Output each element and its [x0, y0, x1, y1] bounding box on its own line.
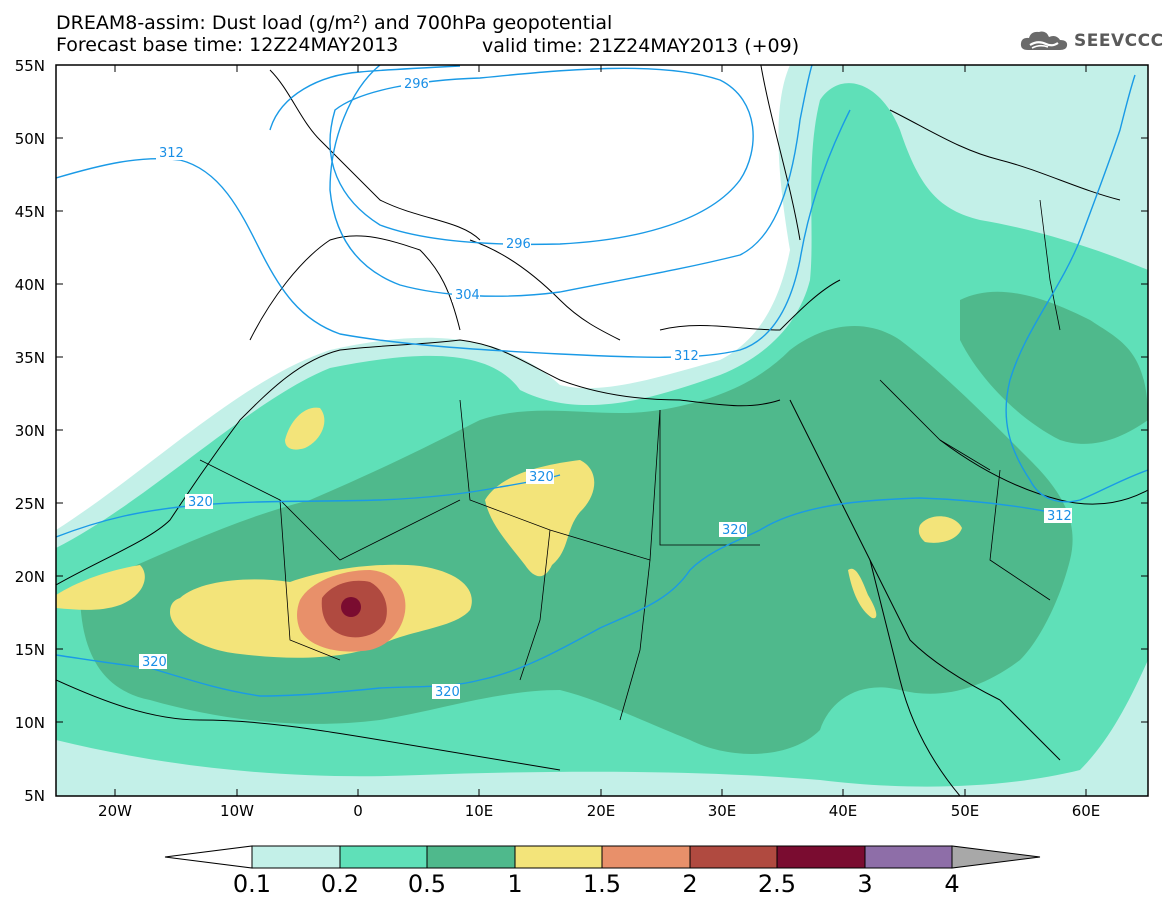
colorbar-label: 4 — [944, 870, 959, 898]
dust-level-1-redsea — [848, 568, 877, 619]
contour-label: 304 — [455, 288, 480, 303]
contour-label: 320 — [435, 685, 460, 700]
colorbar-labels: 0.1 0.2 0.5 1 1.5 2 2.5 3 4 — [233, 870, 960, 898]
colorbar-bin — [426, 845, 516, 869]
contour-label: 320 — [142, 655, 167, 670]
lat-tick-label: 10N — [15, 714, 45, 732]
dust-level-0.5-east — [960, 291, 1148, 444]
colorbar-label: 1 — [507, 870, 522, 898]
forecast-base-time: Forecast base time: 12Z24MAY2013 — [56, 34, 399, 56]
geopotential-contours — [56, 65, 1148, 697]
lat-tick-label: 5N — [24, 787, 45, 805]
contour-320-east — [759, 497, 1061, 531]
lon-tick-labels: 20W 10W 0 10E 20E 30E 40E 50E 60E — [98, 802, 1100, 820]
colorbar-bin — [251, 845, 341, 869]
contour-label: 296 — [404, 77, 429, 92]
lon-tick-label: 50E — [951, 802, 980, 820]
axis-tick-marks — [56, 65, 1148, 796]
colorbar-bin — [339, 845, 428, 869]
contour-label: 312 — [1047, 509, 1072, 524]
lat-tick-labels: 55N 50N 45N 40N 35N 30N 25N 20N 15N 10N … — [15, 57, 45, 805]
colorbar-under-arrow — [164, 845, 253, 869]
lat-tick-label: 20N — [15, 568, 45, 586]
coastlines — [56, 65, 1148, 796]
lon-tick-label: 10E — [465, 802, 494, 820]
contour-label: 296 — [506, 237, 531, 252]
contour-label: 320 — [722, 523, 747, 538]
colorbar-bin — [689, 845, 778, 869]
colorbar-bin — [514, 845, 603, 869]
lat-tick-label: 25N — [15, 495, 45, 513]
lat-tick-label: 30N — [15, 422, 45, 440]
colorbar-over-arrow — [951, 845, 1041, 869]
contour-304 — [269, 65, 813, 297]
contour-label: 320 — [529, 470, 554, 485]
contour-312-west — [56, 109, 851, 358]
dust-level-2.5 — [341, 597, 361, 617]
lat-tick-label: 40N — [15, 276, 45, 294]
colorbar-bin — [864, 845, 953, 869]
colorbar-label: 0.5 — [408, 870, 446, 898]
lon-tick-label: 40E — [829, 802, 858, 820]
lon-tick-label: 0 — [353, 802, 363, 820]
colorbar-label: 2 — [682, 870, 697, 898]
colorbar-label: 0.1 — [233, 870, 271, 898]
lat-tick-label: 35N — [15, 349, 45, 367]
colorbar-label: 2.5 — [758, 870, 796, 898]
colorbar — [164, 845, 1041, 869]
contour-320-main — [56, 474, 561, 538]
dust-level-1-libya — [485, 460, 595, 577]
colorbar-label: 1.5 — [583, 870, 621, 898]
dust-level-1-mali — [56, 565, 145, 610]
seevccc-logo: SEEVCCC — [1018, 28, 1164, 54]
lat-tick-label: 50N — [15, 130, 45, 148]
dust-level-1-algeria — [285, 407, 325, 450]
colorbar-bin — [601, 845, 691, 869]
logo-text: SEEVCCC — [1074, 31, 1164, 51]
colorbar-bin — [776, 845, 866, 869]
lat-tick-label: 45N — [15, 203, 45, 221]
valid-time: valid time: 21Z24MAY2013 (+09) — [482, 35, 800, 57]
cloud-icon — [1020, 31, 1068, 50]
dust-level-1-arabia — [918, 516, 962, 543]
map-title: DREAM8-assim: Dust load (g/m²) and 700hP… — [56, 12, 613, 34]
lon-tick-label: 20W — [98, 802, 132, 820]
contour-labels: 296 296 304 312 312 312 320 320 320 320 … — [139, 76, 1072, 700]
lon-tick-label: 20E — [587, 802, 616, 820]
colorbar-label: 0.2 — [321, 870, 359, 898]
contour-label: 312 — [674, 349, 699, 364]
colorbar-label: 3 — [857, 870, 872, 898]
contour-label: 320 — [188, 495, 213, 510]
dust-field — [56, 65, 1148, 796]
contour-296-north — [329, 67, 754, 246]
lat-tick-label: 15N — [15, 641, 45, 659]
contour-label: 312 — [159, 146, 184, 161]
lon-tick-label: 10W — [220, 802, 254, 820]
lat-tick-label: 55N — [15, 57, 45, 75]
lon-tick-label: 60E — [1072, 802, 1101, 820]
contour-312-east — [1005, 74, 1148, 503]
lon-tick-label: 30E — [708, 802, 737, 820]
